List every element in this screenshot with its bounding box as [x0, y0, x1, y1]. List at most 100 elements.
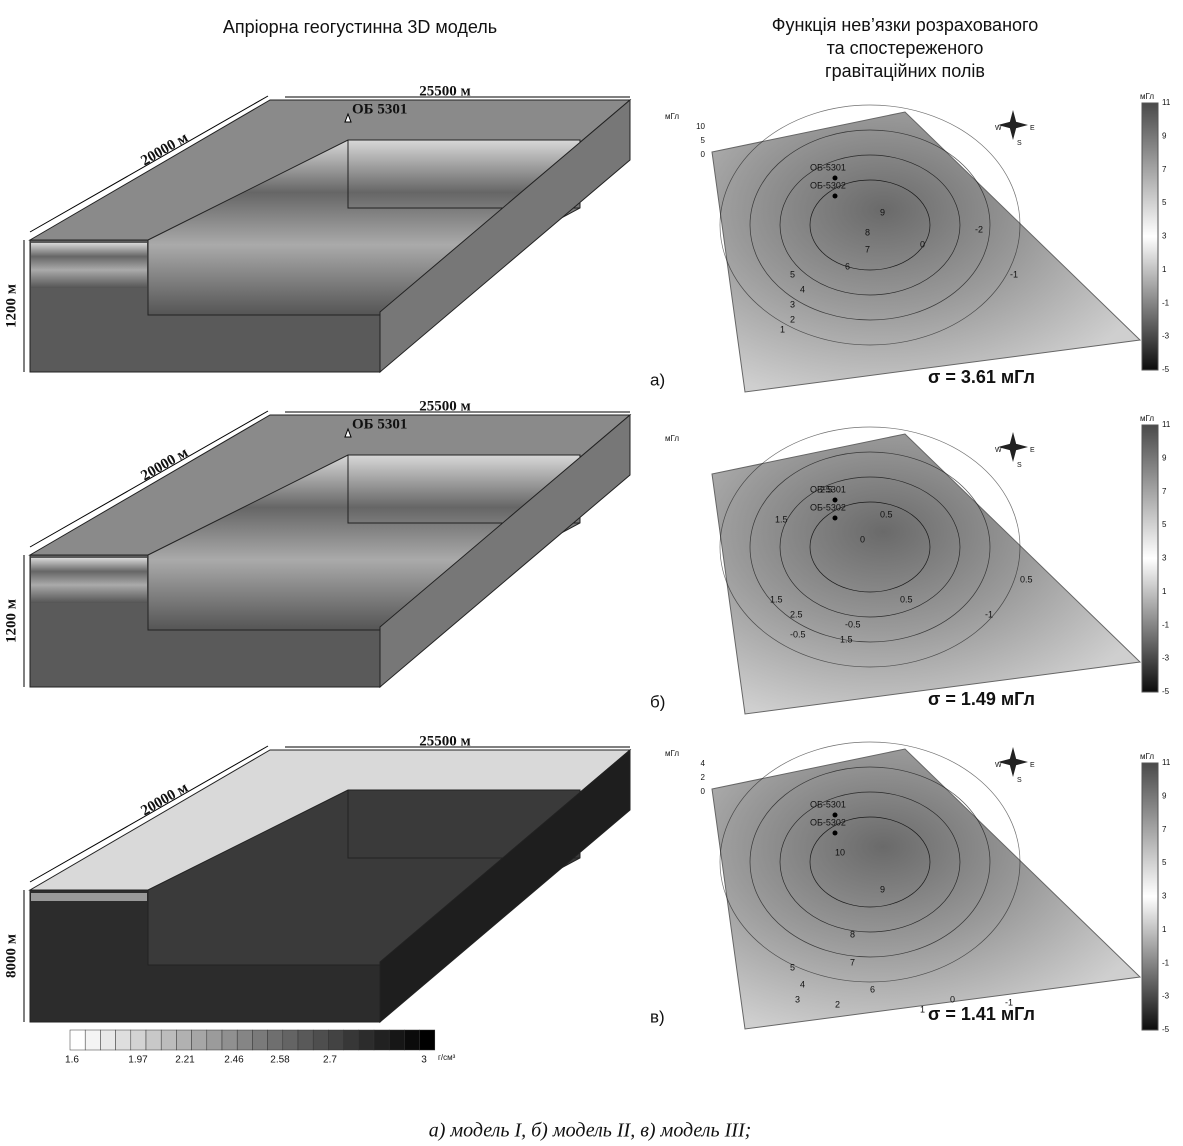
- contour-label: 4: [800, 284, 805, 294]
- contour-label: 9: [880, 884, 885, 894]
- colorbar-tick: -1: [1162, 958, 1170, 967]
- contour-label: 1.5: [840, 634, 853, 644]
- contour-label: 7: [865, 244, 870, 254]
- density-cell: [312, 1029, 329, 1051]
- contour-label: 10: [835, 847, 845, 857]
- density-cell: [191, 1029, 208, 1051]
- density-cell: [160, 1029, 177, 1051]
- well-dot: [832, 193, 838, 199]
- left-title: Апріорна геогустинна 3D модель: [223, 17, 497, 37]
- colorbar-tick: -3: [1162, 992, 1170, 1001]
- well-label: ОБ-5302: [810, 817, 846, 827]
- contour-label: 3: [795, 994, 800, 1004]
- compass: [998, 110, 1028, 140]
- contour-label: 0.5: [880, 509, 893, 519]
- density-tick: 2.46: [224, 1055, 244, 1066]
- colorbar-tick: 5: [1162, 520, 1167, 529]
- well-label: ОБ-5302: [810, 502, 846, 512]
- block-side: [379, 748, 631, 1024]
- panel-letter: в): [650, 1007, 665, 1026]
- density-cell: [343, 1029, 360, 1051]
- contour-label: -0.5: [790, 629, 806, 639]
- compass-label: W: [995, 762, 1002, 769]
- contour: [719, 741, 1021, 983]
- map-axis-tick: 5: [701, 136, 706, 145]
- contour-label: 7: [850, 957, 855, 967]
- caption: а) модель I, б) модель II, в) модель III…: [429, 1120, 752, 1142]
- colorbar: [1141, 424, 1159, 693]
- colorbar: [1141, 762, 1159, 1031]
- contour: [719, 104, 1021, 346]
- contour-label: 5: [790, 269, 795, 279]
- map-axis-tick: 0: [701, 787, 706, 796]
- map-axis-tick: 2: [701, 773, 706, 782]
- colorbar-tick: -5: [1162, 1025, 1170, 1034]
- density-cell: [130, 1029, 147, 1051]
- well-dot: [832, 175, 838, 181]
- contour-label: 8: [865, 227, 870, 237]
- contour: [749, 766, 991, 958]
- contour-label: 1: [780, 324, 785, 334]
- density-cell: [419, 1029, 436, 1051]
- colorbar-tick: -3: [1162, 332, 1170, 341]
- contour-label: 1.5: [770, 594, 783, 604]
- compass-label: W: [995, 447, 1002, 454]
- compass: [998, 432, 1028, 462]
- right-title: гравітаційних полів: [825, 61, 985, 81]
- colorbar-tick: -5: [1162, 687, 1170, 696]
- density-cell: [221, 1029, 238, 1051]
- density-tick: 2.58: [270, 1055, 290, 1066]
- map-axis-tick: 4: [701, 759, 706, 768]
- colorbar-tick: 7: [1162, 487, 1167, 496]
- colorbar-tick: 5: [1162, 198, 1167, 207]
- density-tick: 2.21: [175, 1055, 195, 1066]
- density-tick: 2.7: [323, 1055, 337, 1066]
- map-axis-tick: 0: [701, 150, 706, 159]
- colorbar-tick: 1: [1162, 265, 1167, 274]
- block-layer: [31, 558, 147, 603]
- panel-letter: а): [650, 370, 665, 389]
- dim-depth: 1200 м: [3, 599, 19, 643]
- contour-label: 0: [950, 994, 955, 1004]
- contour-label: 2: [835, 999, 840, 1009]
- contour-label: 6: [870, 984, 875, 994]
- colorbar: [1141, 102, 1159, 371]
- compass-label: W: [995, 125, 1002, 132]
- map-surface: [711, 111, 1142, 393]
- colorbar-tick: 11: [1162, 420, 1171, 429]
- density-cell: [404, 1029, 420, 1051]
- contour-label: 1: [920, 1004, 925, 1014]
- contour: [809, 501, 931, 593]
- density-scale: 1.6 1.97 2.21 2.46 2.58 2.7 3 г/см³: [65, 1029, 456, 1066]
- density-cell: [267, 1029, 284, 1051]
- density-cell: [69, 1029, 86, 1051]
- compass: [998, 747, 1028, 777]
- well-label: ОБ-5301: [810, 484, 846, 494]
- contour-label: 8: [850, 929, 855, 939]
- density-cell: [388, 1029, 405, 1051]
- density-cell: [206, 1029, 223, 1051]
- block-side: [379, 413, 631, 689]
- contour-label: 5: [790, 962, 795, 972]
- block-layer: [31, 243, 147, 288]
- density-cell: [373, 1029, 390, 1051]
- dim-length: 25500 м: [419, 733, 470, 749]
- contour-label: 1.5: [775, 514, 788, 524]
- contour: [809, 179, 931, 271]
- panel-letter: б): [650, 692, 665, 711]
- density-cell: [236, 1029, 253, 1051]
- colorbar-unit: мГл: [1140, 752, 1154, 761]
- contour-label: 0.5: [900, 594, 913, 604]
- density-cell: [252, 1029, 268, 1051]
- contour: [749, 129, 991, 321]
- contour-label: -1: [985, 609, 993, 619]
- dim-line: [29, 410, 269, 548]
- contour: [779, 791, 961, 933]
- contour: [779, 154, 961, 296]
- well-label: ОБ-5301: [810, 162, 846, 172]
- contour-label: 2.5: [820, 484, 833, 494]
- colorbar-tick: -1: [1162, 620, 1170, 629]
